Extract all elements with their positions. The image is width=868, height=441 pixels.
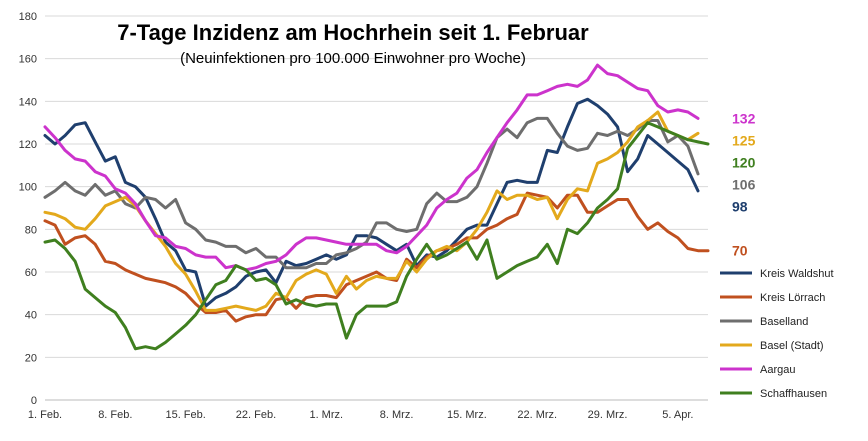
x-axis-ticks: 1. Feb. 8. Feb. 15. Feb. 22. Feb. 1. Mrz. 8. … <box>28 409 694 421</box>
series-lines <box>43 63 710 351</box>
series-line-baselland <box>43 116 700 270</box>
legend-label: Kreis Waldshut <box>760 268 834 280</box>
x-tick-label: 8. Mrz. <box>380 409 414 421</box>
x-tick-label: 1. Mrz. <box>309 409 343 421</box>
legend-label: Aargau <box>760 364 795 376</box>
x-tick-label: 5. Apr. <box>662 409 693 421</box>
x-tick-label: 15. Mrz. <box>447 409 487 421</box>
y-tick-label: 80 <box>25 224 37 236</box>
x-tick-label: 15. Feb. <box>165 409 205 421</box>
y-tick-label: 120 <box>19 139 37 151</box>
y-tick-label: 180 <box>19 11 37 23</box>
series-line-aargau <box>43 63 700 272</box>
end-label: 120 <box>732 154 756 170</box>
legend-label: Schaffhausen <box>760 388 827 400</box>
series-line-kreis-waldshut <box>43 97 700 308</box>
end-label: 132 <box>732 110 756 126</box>
y-tick-label: 20 <box>25 352 37 364</box>
x-tick-label: 1. Feb. <box>28 409 62 421</box>
end-label: 106 <box>732 176 756 192</box>
legend-label: Basel (Stadt) <box>760 340 824 352</box>
y-tick-label: 0 <box>31 395 37 407</box>
x-tick-label: 8. Feb. <box>98 409 132 421</box>
x-tick-label: 29. Mrz. <box>588 409 628 421</box>
chart-title: 7-Tage Inzidenz am Hochrhein seit 1. Feb… <box>117 20 589 45</box>
chart-subtitle: (Neuinfektionen pro 100.000 Einwohner pr… <box>180 50 526 67</box>
series-end-labels: 98 70 106 125 132 120 <box>732 110 756 258</box>
legend-label: Baselland <box>760 316 808 328</box>
y-tick-label: 140 <box>19 96 37 108</box>
y-tick-label: 60 <box>25 267 37 279</box>
end-label: 70 <box>732 243 748 259</box>
series-line-kreis-l-rrach <box>43 191 710 323</box>
x-tick-label: 22. Mrz. <box>517 409 557 421</box>
y-axis-ticks: 0 20 40 60 80 100 120 140 160 180 <box>19 11 37 407</box>
legend: Kreis Waldshut Kreis Lörrach Baselland Base… <box>720 268 834 400</box>
x-tick-label: 22. Feb. <box>236 409 276 421</box>
legend-label: Kreis Lörrach <box>760 292 825 304</box>
y-tick-label: 160 <box>19 54 37 66</box>
end-label: 98 <box>732 198 748 214</box>
series-line-schaffhausen <box>43 121 710 351</box>
y-tick-label: 40 <box>25 310 37 322</box>
y-tick-label: 100 <box>19 182 37 194</box>
end-label: 125 <box>732 132 756 148</box>
